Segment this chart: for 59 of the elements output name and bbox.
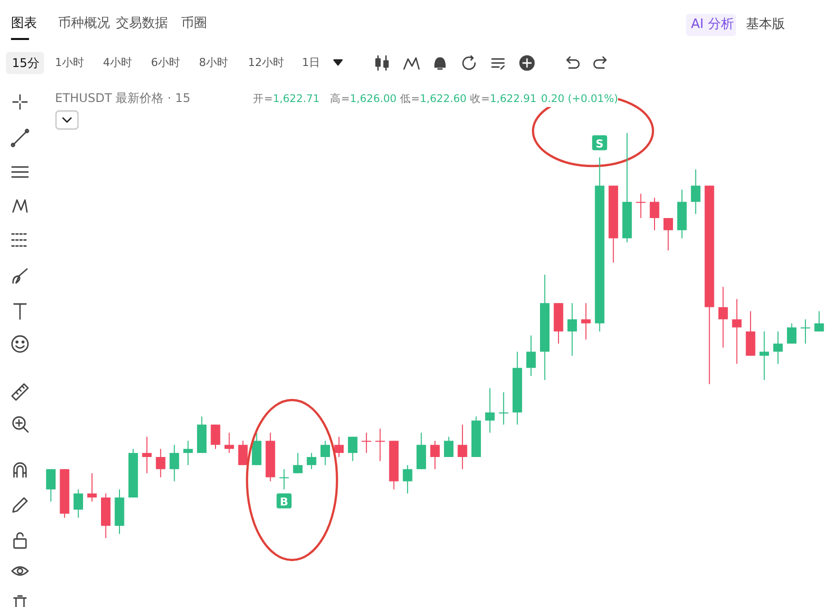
candlestick [306, 452, 316, 470]
text: 收=1,622.91 [470, 93, 537, 105]
candlestick [430, 440, 440, 470]
candlestick [320, 440, 330, 466]
candlestick [170, 444, 180, 482]
text: 12小时 [248, 55, 284, 71]
candlestick [210, 424, 220, 450]
candlestick [690, 168, 700, 214]
candlestick [526, 335, 536, 376]
candlestick [46, 468, 56, 502]
text: 图表 [11, 16, 37, 32]
text: 6小时 [151, 55, 180, 71]
candlestick [732, 298, 742, 364]
candlestick [567, 302, 577, 356]
candlestick [663, 218, 673, 251]
candlestick [498, 392, 508, 426]
candlestick [718, 286, 728, 348]
candlestick [142, 436, 152, 474]
annotation: B [280, 495, 288, 508]
candlestick [814, 310, 824, 332]
text: 0.20 (+0.01%) [541, 91, 618, 107]
candlestick [444, 436, 454, 458]
text: 8小时 [199, 55, 228, 71]
candlestick [74, 488, 84, 518]
candlestick [375, 428, 385, 462]
candlestick [348, 436, 358, 462]
annotation: S [596, 137, 604, 150]
text: 低=1,622.60 [400, 93, 467, 105]
candlestick [636, 193, 646, 219]
text: 基本版 [746, 17, 785, 33]
candlestick [224, 432, 234, 454]
text: 币种概况 [58, 16, 110, 32]
text: 高=1,626.00 [330, 93, 397, 105]
text: 1日 [302, 55, 320, 71]
text: 交易数据 [116, 16, 168, 32]
candlestick [293, 452, 303, 474]
candlestick [362, 432, 372, 454]
candlestick [156, 448, 166, 478]
text: ETHUSDT 最新价格 · 15 [55, 90, 190, 106]
candlestick [334, 436, 344, 458]
candlestick [485, 388, 495, 434]
candlestick [402, 464, 412, 494]
candlestick [760, 330, 770, 381]
candlestick [773, 330, 783, 364]
text: 4小时 [103, 55, 132, 71]
candlestick [650, 197, 660, 231]
text: 1小时 [55, 55, 84, 71]
candlestick [279, 468, 289, 490]
candlestick [800, 318, 810, 344]
text: 15分 [12, 55, 40, 71]
candlestick [183, 440, 193, 466]
candlestick [458, 424, 468, 470]
candlestick [238, 440, 248, 466]
text: AI 分析 [691, 17, 734, 33]
candlestick [786, 322, 796, 344]
candlestick [87, 472, 97, 502]
candlestick [581, 302, 591, 340]
text: 币圈 [181, 16, 207, 32]
text: 开=1,622.71 [253, 93, 320, 105]
